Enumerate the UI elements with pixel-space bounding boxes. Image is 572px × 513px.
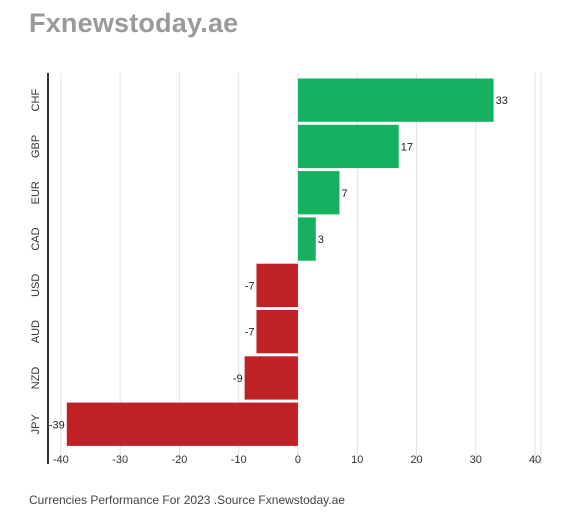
- bar-jpy: [66, 402, 298, 446]
- category-label-cad: CAD: [30, 227, 42, 250]
- grid-lines: [60, 73, 542, 464]
- bar-cad: [297, 217, 316, 261]
- data-label-gbp: 17: [401, 141, 413, 153]
- data-label-nzd: -9: [233, 373, 243, 385]
- x-tick-label: 30: [470, 454, 482, 466]
- x-tick-label: 40: [529, 454, 541, 466]
- category-labels: CHF GBP EUR CAD USD AUD NZD JPY: [30, 89, 42, 435]
- data-label-jpy: -39: [49, 419, 65, 431]
- data-label-cad: 3: [318, 234, 324, 246]
- x-tick-label: -30: [112, 454, 128, 466]
- x-tick-label: -20: [171, 454, 187, 466]
- data-label-chf: 33: [496, 95, 508, 107]
- bar-usd: [256, 263, 298, 307]
- data-labels: 33 17 7 3 -7 -7 -9 -39: [49, 95, 508, 431]
- x-tick-label: 0: [295, 454, 301, 466]
- category-label-usd: USD: [30, 274, 42, 297]
- category-label-gbp: GBP: [30, 135, 42, 158]
- x-tick-label: 10: [351, 454, 363, 466]
- x-tick-label: 20: [410, 454, 422, 466]
- data-label-usd: -7: [245, 280, 255, 292]
- bars: [66, 78, 494, 446]
- data-label-eur: 7: [341, 188, 347, 200]
- chart-caption: Currencies Performance For 2023 .Source …: [29, 493, 345, 507]
- bar-aud: [256, 310, 298, 354]
- brand-title: Fxnewstoday.ae: [29, 8, 239, 38]
- category-label-nzd: NZD: [30, 367, 42, 390]
- category-label-chf: CHF: [30, 89, 42, 112]
- bar-eur: [297, 171, 340, 215]
- category-label-eur: EUR: [30, 181, 42, 204]
- x-tick-label: -10: [231, 454, 247, 466]
- x-tick-label: -40: [53, 454, 69, 466]
- data-label-aud: -7: [245, 327, 255, 339]
- x-tick-labels: -40 -30 -20 -10 0 10 20 30 40: [53, 454, 541, 466]
- category-label-jpy: JPY: [30, 414, 42, 435]
- bar-nzd: [244, 356, 298, 400]
- category-label-aud: AUD: [30, 320, 42, 343]
- bar-gbp: [297, 124, 399, 169]
- bar-chf: [297, 78, 494, 122]
